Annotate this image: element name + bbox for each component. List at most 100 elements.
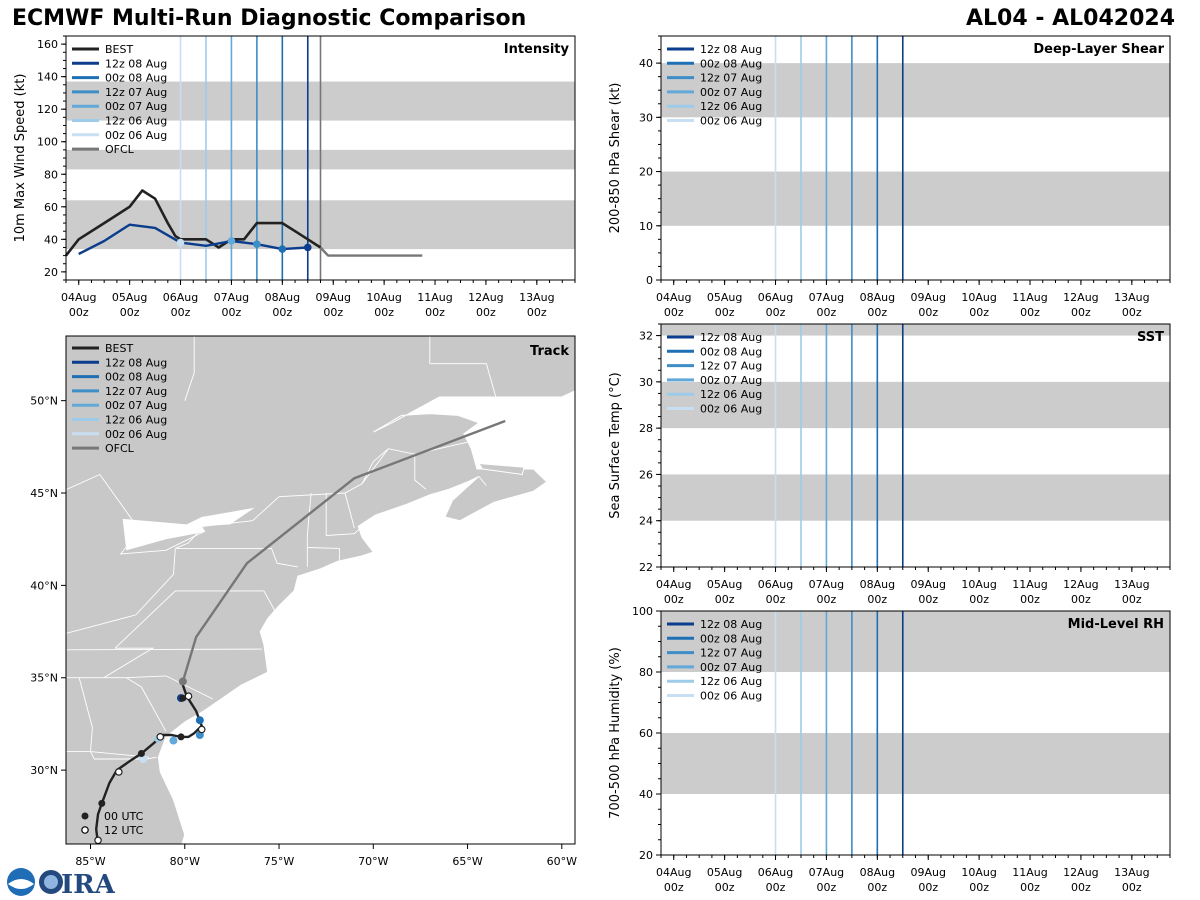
track-legend-label: 12z 06 Aug bbox=[105, 414, 167, 427]
state-border-6 bbox=[103, 647, 155, 679]
shear-xtick-hour: 00z bbox=[867, 306, 887, 319]
track-run-marker-00z-06-aug bbox=[139, 755, 148, 764]
shear-xtick-hour: 00z bbox=[969, 306, 989, 319]
sst-ytick-label: 32 bbox=[639, 330, 653, 343]
sst-xtick-hour: 00z bbox=[867, 593, 887, 606]
intensity-xtick-hour: 00z bbox=[120, 306, 140, 319]
intensity-xtick-hour: 00z bbox=[272, 306, 292, 319]
track-ytick-label: 30°N bbox=[30, 764, 58, 777]
state-border-4 bbox=[126, 677, 167, 732]
sst-band-1 bbox=[661, 381, 1170, 429]
track-run-marker-00z-07-aug bbox=[169, 736, 178, 745]
shear-band-1 bbox=[661, 63, 1170, 118]
pei-island bbox=[477, 462, 525, 476]
best-track-12z-marker bbox=[184, 692, 193, 701]
track-xtick-label: 60°W bbox=[547, 855, 577, 868]
intensity-legend-label: 12z 07 Aug bbox=[105, 86, 167, 99]
track-xtick-label: 85°W bbox=[75, 855, 105, 868]
intensity-title: Intensity bbox=[504, 42, 570, 57]
rh-xtick-hour: 00z bbox=[918, 881, 938, 894]
state-border-17 bbox=[361, 448, 389, 485]
shear-title: Deep-Layer Shear bbox=[1033, 42, 1164, 57]
sst-ytick-label: 24 bbox=[639, 515, 653, 528]
sst-xtick-day: 10Aug bbox=[961, 578, 996, 591]
track-xtick-label: 75°W bbox=[264, 855, 294, 868]
shear-xtick-hour: 00z bbox=[1020, 306, 1040, 319]
sst-xtick-day: 05Aug bbox=[707, 578, 742, 591]
sst-xtick-day: 06Aug bbox=[758, 578, 793, 591]
rh-xtick-day: 09Aug bbox=[910, 866, 945, 879]
track-run-marker-ofcl bbox=[178, 677, 187, 686]
intensity-ylabel: 10m Max Wind Speed (kt) bbox=[13, 74, 28, 243]
track-legend-label: 00z 07 Aug bbox=[105, 399, 167, 412]
track-xtick-label: 65°W bbox=[452, 855, 482, 868]
intensity-series-best bbox=[64, 189, 322, 257]
sst-xtick-hour: 00z bbox=[918, 593, 938, 606]
shear-legend-label: 00z 08 Aug bbox=[700, 57, 762, 70]
intensity-xtick-hour: 00z bbox=[527, 306, 547, 319]
shear-xtick-day: 10Aug bbox=[961, 291, 996, 304]
intensity-series-ofcl bbox=[319, 246, 423, 257]
sst-xtick-hour: 00z bbox=[1020, 593, 1040, 606]
track-ytick-label: 45°N bbox=[30, 487, 58, 500]
intensity-marker-12z-07-aug bbox=[253, 240, 261, 249]
rh-band-0 bbox=[661, 733, 1170, 794]
sst-legend-label: 00z 07 Aug bbox=[700, 374, 762, 387]
track-xtick-label: 70°W bbox=[358, 855, 388, 868]
figure-title: ECMWF Multi-Run Diagnostic Comparison bbox=[12, 6, 527, 31]
track-map-layer bbox=[66, 336, 575, 844]
land-mass bbox=[66, 336, 575, 844]
rh-ytick-label: 80 bbox=[639, 666, 653, 679]
rh-xtick-day: 12Aug bbox=[1063, 866, 1098, 879]
intensity-legend-label: 00z 08 Aug bbox=[105, 72, 167, 85]
rh-legend-label: 00z 06 Aug bbox=[700, 690, 762, 703]
track-legend-label: BEST bbox=[105, 342, 133, 355]
shear-xtick-hour: 00z bbox=[1071, 306, 1091, 319]
track-legend-12z-label: 12 UTC bbox=[104, 824, 144, 837]
track-legend-label: 12z 08 Aug bbox=[105, 356, 167, 369]
sst-xtick-hour: 00z bbox=[715, 593, 735, 606]
shear-xtick-hour: 00z bbox=[766, 306, 786, 319]
rh-xtick-day: 05Aug bbox=[707, 866, 742, 879]
track-legend-00z-marker bbox=[81, 812, 89, 820]
rh-band-1 bbox=[661, 611, 1170, 672]
rh-xtick-day: 10Aug bbox=[961, 866, 996, 879]
rh-legend-label: 12z 06 Aug bbox=[700, 675, 762, 688]
state-border-21 bbox=[429, 396, 440, 414]
intensity-xtick-hour: 00z bbox=[222, 306, 242, 319]
intensity-ytick-label: 140 bbox=[37, 71, 58, 84]
track-legend-label: 12z 07 Aug bbox=[105, 385, 167, 398]
intensity-ytick-label: 20 bbox=[44, 266, 58, 279]
state-border-12 bbox=[307, 547, 340, 562]
shear-xtick-hour: 00z bbox=[664, 306, 684, 319]
sst-ytick-label: 30 bbox=[639, 376, 653, 389]
intensity-marker-00z-06-aug bbox=[176, 238, 185, 247]
sst-legend-label: 00z 06 Aug bbox=[700, 403, 762, 416]
rh-xtick-hour: 00z bbox=[1122, 881, 1142, 894]
sst-xtick-hour: 00z bbox=[969, 593, 989, 606]
rh-xtick-hour: 00z bbox=[969, 881, 989, 894]
state-border-22 bbox=[429, 336, 497, 398]
shear-xtick-day: 06Aug bbox=[758, 291, 793, 304]
track-legend-12z-marker bbox=[81, 826, 89, 834]
shear-legend-label: 12z 07 Aug bbox=[700, 72, 762, 85]
sst-xtick-day: 13Aug bbox=[1114, 578, 1149, 591]
lake-0 bbox=[122, 507, 255, 551]
sst-band-0 bbox=[661, 474, 1170, 521]
state-border-20 bbox=[184, 336, 195, 401]
rh-xtick-hour: 00z bbox=[867, 881, 887, 894]
best-track-12z-marker bbox=[114, 768, 123, 776]
state-border-3 bbox=[90, 751, 157, 760]
state-border-8 bbox=[114, 590, 278, 649]
sst-ytick-label: 28 bbox=[639, 422, 653, 435]
rh-ylabel: 700-500 hPa Humidity (%) bbox=[608, 647, 623, 819]
rh-ytick-label: 40 bbox=[639, 788, 653, 801]
sst-legend-label: 12z 07 Aug bbox=[700, 360, 762, 373]
shear-ytick-label: 30 bbox=[639, 111, 653, 124]
sst-xtick-day: 04Aug bbox=[656, 578, 691, 591]
shear-ytick-label: 10 bbox=[639, 220, 653, 233]
intensity-ytick-label: 100 bbox=[37, 136, 58, 149]
state-border-10 bbox=[175, 547, 298, 568]
track-ytick-label: 50°N bbox=[30, 395, 58, 408]
